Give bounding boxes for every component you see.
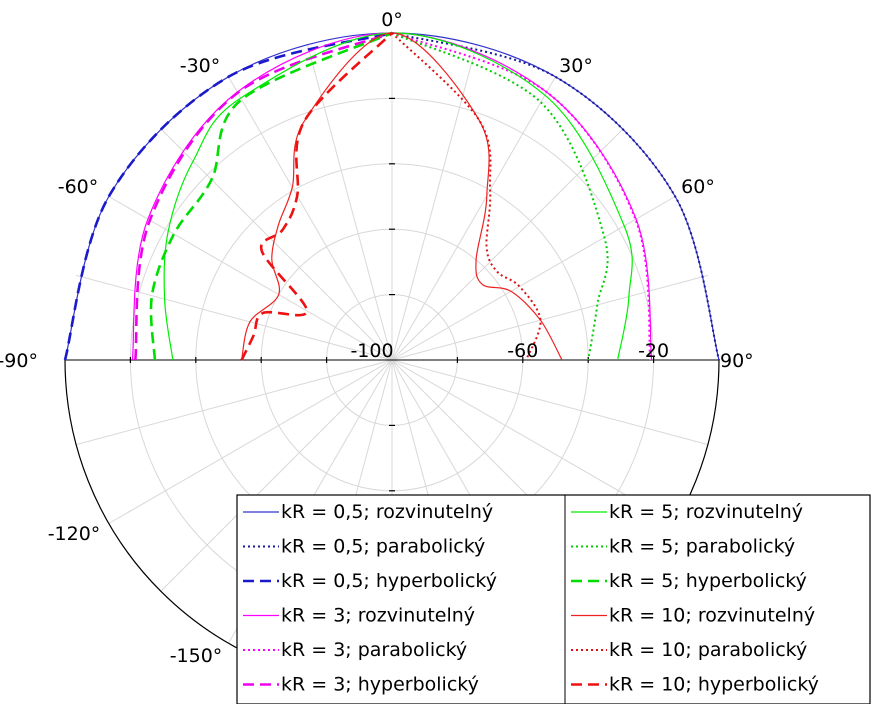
- grid-spoke: [76, 359, 393, 446]
- angle-tick-label: 60°: [681, 176, 715, 198]
- legend-entry-label: kR = 5; rozvinutelný: [609, 501, 803, 523]
- legend-entry-label: kR = 3; hyperbolický: [281, 674, 479, 696]
- angle-tick-label: -60°: [58, 176, 99, 198]
- series-line-3: [63, 31, 393, 361]
- legend-entry-label: kR = 0,5; rozvinutelný: [281, 501, 493, 523]
- radial-tick-label: -60: [507, 340, 538, 362]
- series-line-9: [149, 31, 393, 361]
- radial-tick-label: -20: [638, 340, 669, 362]
- angle-tick-label: 90°: [720, 350, 754, 372]
- legend-entry-label: kR = 5; parabolický: [609, 536, 795, 558]
- angle-tick-label: -30°: [180, 55, 221, 77]
- legend-entry-label: kR = 5; hyperbolický: [609, 570, 807, 592]
- series-line-5: [391, 32, 652, 361]
- grid-spoke: [391, 196, 676, 361]
- grid-spoke: [160, 128, 393, 361]
- grid-spoke: [391, 44, 478, 361]
- legend-entry-label: kR = 10; hyperbolický: [609, 674, 819, 696]
- angle-tick-label: -120°: [48, 523, 101, 545]
- angle-tick-label: -90°: [0, 350, 38, 372]
- grid-spoke: [306, 44, 393, 361]
- legend-entry-label: kR = 3; parabolický: [281, 639, 467, 661]
- grid-spoke: [108, 196, 393, 361]
- legend-entry-label: kR = 10; parabolický: [609, 639, 807, 661]
- series-line-2: [391, 32, 720, 361]
- grid-spoke: [108, 359, 393, 524]
- angle-tick-label: 0°: [381, 9, 403, 31]
- series-line-7: [163, 32, 633, 361]
- legend-entry-label: kR = 10; rozvinutelný: [609, 605, 815, 627]
- grid-spoke: [76, 274, 393, 361]
- legend: kR = 0,5; rozvinutelný kR = 0,5; paraboli…: [236, 494, 871, 704]
- radial-tick-label: -100: [350, 340, 393, 362]
- series-line-6: [134, 31, 393, 361]
- legend-box: [236, 494, 871, 704]
- grid-spoke: [391, 274, 708, 361]
- angle-labels: 0° 30° 60° 90° -30° -60° -90° -120° -150°: [0, 9, 754, 667]
- angle-tick-label: -150°: [170, 645, 223, 667]
- grid-spoke: [391, 76, 556, 361]
- radial-labels: -100 -60 -20: [350, 340, 669, 362]
- legend-entry-label: kR = 0,5; hyperbolický: [281, 570, 497, 592]
- grid-spoke: [391, 128, 624, 361]
- series-line-11: [391, 32, 542, 361]
- series-line-12: [240, 32, 393, 361]
- grid-spoke: [391, 359, 708, 446]
- legend-entry-label: kR = 3; rozvinutelný: [281, 605, 475, 627]
- series-line-8: [391, 32, 609, 361]
- angle-tick-label: 30°: [559, 55, 593, 77]
- grid-spoke: [228, 76, 393, 361]
- legend-entry-label: kR = 0,5; parabolický: [281, 536, 485, 558]
- grid-spoke: [160, 359, 393, 592]
- series-layer: [63, 31, 720, 361]
